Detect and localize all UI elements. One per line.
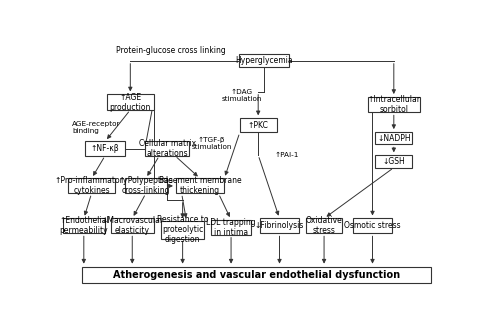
Text: LDL trapping
in intima: LDL trapping in intima bbox=[206, 218, 256, 237]
FancyBboxPatch shape bbox=[68, 179, 115, 193]
Text: Atherogenesis and vascular endothelial dysfunction: Atherogenesis and vascular endothelial d… bbox=[112, 270, 400, 280]
FancyBboxPatch shape bbox=[376, 132, 412, 144]
Text: Protein-glucose cross linking: Protein-glucose cross linking bbox=[116, 46, 226, 55]
FancyBboxPatch shape bbox=[176, 179, 224, 193]
FancyBboxPatch shape bbox=[240, 118, 277, 132]
FancyBboxPatch shape bbox=[145, 141, 190, 156]
Text: ↑PAI-1: ↑PAI-1 bbox=[275, 152, 299, 158]
Text: ↓Macrovascular
elasticity: ↓Macrovascular elasticity bbox=[101, 216, 164, 236]
Text: ↑ Polypeptide
cross-linking: ↑ Polypeptide cross-linking bbox=[119, 177, 172, 195]
FancyBboxPatch shape bbox=[260, 218, 299, 233]
Text: Cellular matrix
alterations: Cellular matrix alterations bbox=[138, 139, 196, 158]
Text: ↑NF-κβ: ↑NF-κβ bbox=[91, 144, 120, 153]
Text: ↑DAG
stimulation: ↑DAG stimulation bbox=[222, 89, 262, 102]
Text: ↑Intracellular
sorbitol: ↑Intracellular sorbitol bbox=[368, 95, 420, 114]
FancyBboxPatch shape bbox=[107, 94, 154, 110]
FancyBboxPatch shape bbox=[306, 218, 343, 233]
Text: ↑AGE
production: ↑AGE production bbox=[110, 92, 151, 112]
Text: Osmotic stress: Osmotic stress bbox=[344, 221, 401, 230]
FancyBboxPatch shape bbox=[82, 267, 430, 283]
FancyBboxPatch shape bbox=[376, 155, 412, 168]
Text: ↑PKC: ↑PKC bbox=[248, 121, 268, 130]
Text: ↑TGF-β
stimulation: ↑TGF-β stimulation bbox=[192, 137, 232, 150]
FancyBboxPatch shape bbox=[368, 97, 420, 113]
FancyBboxPatch shape bbox=[85, 141, 126, 156]
Text: AGE-receptor
binding: AGE-receptor binding bbox=[72, 121, 120, 134]
Text: ↓GSH: ↓GSH bbox=[382, 157, 405, 166]
FancyBboxPatch shape bbox=[162, 221, 204, 239]
Text: Hyperglycemia: Hyperglycemia bbox=[235, 56, 293, 65]
FancyBboxPatch shape bbox=[111, 218, 154, 233]
Text: ↓NADPH: ↓NADPH bbox=[377, 134, 410, 143]
Text: ↓Fibrinolysis: ↓Fibrinolysis bbox=[255, 221, 304, 230]
FancyBboxPatch shape bbox=[210, 220, 252, 235]
Text: Resistance to
proteolytic
digestion: Resistance to proteolytic digestion bbox=[157, 215, 208, 244]
Text: Oxidative
stress: Oxidative stress bbox=[306, 216, 343, 236]
Text: ↑Pro-inflammatory
cytokines: ↑Pro-inflammatory cytokines bbox=[55, 177, 128, 195]
FancyBboxPatch shape bbox=[239, 54, 289, 67]
Text: Basement membrane
thickening: Basement membrane thickening bbox=[159, 177, 242, 195]
FancyBboxPatch shape bbox=[353, 218, 392, 233]
Text: ↑Endothelial
permeability: ↑Endothelial permeability bbox=[59, 216, 108, 236]
FancyBboxPatch shape bbox=[124, 179, 167, 193]
FancyBboxPatch shape bbox=[62, 218, 105, 233]
